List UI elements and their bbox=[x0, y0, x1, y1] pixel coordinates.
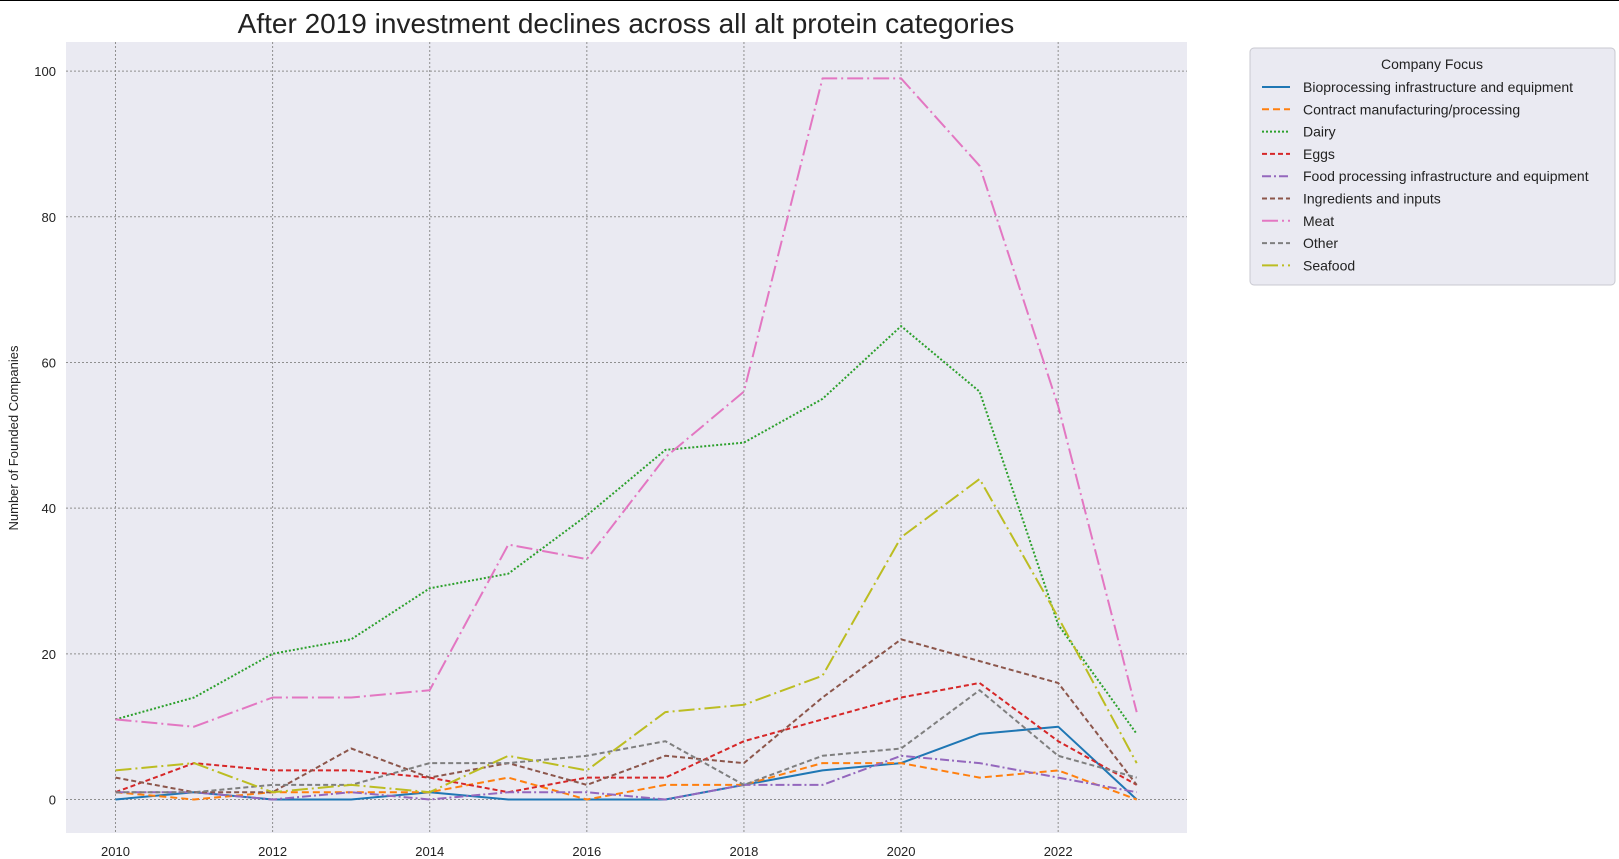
chart-title: After 2019 investment declines across al… bbox=[238, 8, 1015, 39]
legend-entry-label: Seafood bbox=[1303, 257, 1355, 273]
series-line bbox=[115, 754, 1137, 801]
y-tick-label: 80 bbox=[42, 210, 56, 225]
y-axis-label: Number of Founded Companies bbox=[6, 345, 21, 530]
series-line bbox=[115, 682, 1138, 794]
x-tick-label: 2010 bbox=[101, 844, 130, 859]
legend-entry-label: Ingredients and inputs bbox=[1303, 191, 1441, 207]
series-line bbox=[115, 638, 1138, 794]
legend-entry-label: Contract manufacturing/processing bbox=[1303, 101, 1520, 117]
y-tick-label: 0 bbox=[49, 792, 56, 807]
legend-entry-label: Bioprocessing infrastructure and equipme… bbox=[1303, 79, 1573, 95]
legend-entry-label: Food processing infrastructure and equip… bbox=[1303, 168, 1589, 184]
x-tick-label: 2020 bbox=[887, 844, 916, 859]
x-axis-ticks: 2010 2012 2014 2016 2018 2020 2022 bbox=[101, 844, 1073, 859]
x-tick-label: 2018 bbox=[729, 844, 758, 859]
legend-entry-label: Meat bbox=[1303, 213, 1334, 229]
series-lines bbox=[115, 77, 1138, 801]
series-line bbox=[115, 762, 1138, 801]
series-line bbox=[115, 77, 1138, 728]
y-tick-label: 100 bbox=[34, 64, 56, 79]
legend-entry-label: Other bbox=[1303, 235, 1338, 251]
legend-box bbox=[1249, 47, 1616, 286]
series-line bbox=[115, 325, 1138, 735]
legend-entry-label: Dairy bbox=[1303, 124, 1336, 140]
series-line bbox=[115, 689, 1137, 794]
x-tick-label: 2012 bbox=[258, 844, 287, 859]
legend-title: Company Focus bbox=[1381, 56, 1483, 72]
y-tick-label: 40 bbox=[42, 501, 56, 516]
top-border-line bbox=[0, 0, 1619, 1]
x-tick-label: 2016 bbox=[572, 844, 601, 859]
legend-entry-label: Eggs bbox=[1303, 146, 1335, 162]
x-tick-label: 2022 bbox=[1044, 844, 1073, 859]
legend: Company Focus Bioprocessing infrastructu… bbox=[1249, 47, 1616, 286]
x-tick-label: 2014 bbox=[415, 844, 444, 859]
series-line bbox=[115, 478, 1138, 794]
series-line bbox=[115, 725, 1138, 801]
y-axis-ticks: 0 20 40 60 80 100 bbox=[34, 64, 56, 807]
y-tick-label: 20 bbox=[42, 647, 56, 662]
plot-area bbox=[66, 42, 1187, 833]
y-tick-label: 60 bbox=[42, 355, 56, 370]
legend-items: Bioprocessing infrastructure and equipme… bbox=[1262, 79, 1589, 273]
